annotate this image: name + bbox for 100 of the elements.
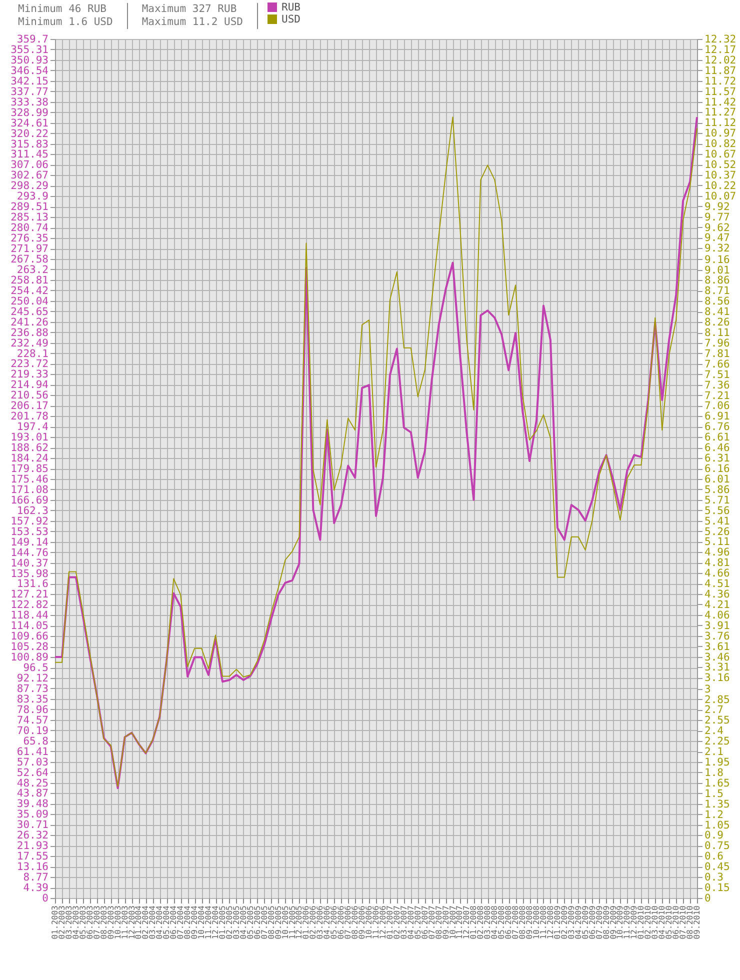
y-tick-label: 188.62 xyxy=(10,442,48,454)
y2-tick-label: 10.22 xyxy=(704,180,736,192)
x-tick-label: 04.2005 xyxy=(238,905,248,940)
y-tick-label: 214.94 xyxy=(10,379,48,392)
y-tick-label: 83.35 xyxy=(16,693,48,706)
x-tick-label: 10.2005 xyxy=(280,905,290,940)
y-tick-label: 109.66 xyxy=(10,630,48,643)
y2-tick-label: 6.91 xyxy=(704,410,730,423)
y2-tick-label: 5.11 xyxy=(704,536,730,548)
x-tick-label: 09.2006 xyxy=(358,905,367,940)
x-tick-label: 09.2005 xyxy=(274,905,283,940)
text: Maximum 327 RUB xyxy=(142,3,258,16)
x-tick-label: 02.2006 xyxy=(308,905,318,940)
x-tick-label: 02.2009 xyxy=(560,905,569,940)
y2-tick-label: 1.65 xyxy=(704,777,730,790)
y2-tick-label: 8.71 xyxy=(704,285,730,298)
x-tick-label: 02.2007 xyxy=(392,905,402,940)
y2-tick-label: 4.21 xyxy=(704,598,730,611)
y2-tick-label: 3.31 xyxy=(704,662,730,674)
x-tick-label: 07.2010 xyxy=(678,905,688,940)
x-tick-label: 04.2010 xyxy=(658,905,667,940)
y2-tick-label: 2.55 xyxy=(704,714,730,727)
y2-tick-label: 9.32 xyxy=(704,242,730,255)
y2-tick-label: 9.01 xyxy=(704,264,730,276)
y-tick-label: 131.6 xyxy=(16,578,48,590)
x-tick-label: 11.2008 xyxy=(538,905,548,940)
y2-tick-label: 4.81 xyxy=(704,557,730,570)
y-tick-label: 39.48 xyxy=(16,798,48,810)
y2-tick-label: 8.41 xyxy=(704,306,730,318)
y2-tick-label: 6.01 xyxy=(704,473,730,486)
y2-tick-label: 7.96 xyxy=(704,337,730,350)
y-tick-label: 184.24 xyxy=(10,452,48,465)
y-tick-label: 157.92 xyxy=(10,515,48,528)
y2-tick-label: 11.72 xyxy=(704,75,736,88)
y-tick-label: 280.74 xyxy=(10,222,48,234)
legend-label: USD xyxy=(282,13,300,26)
y2-tick-label: 8.26 xyxy=(704,316,730,329)
y-tick-label: 70.19 xyxy=(16,724,48,737)
y2-tick-label: 6.46 xyxy=(704,442,730,454)
x-tick-label: 05.2007 xyxy=(413,905,422,940)
y2-tick-label: 0.15 xyxy=(704,882,730,894)
y-tick-label: 175.46 xyxy=(10,473,48,486)
legend-label: RUB xyxy=(282,1,300,14)
x-tick-label: 01.2008 xyxy=(469,905,478,940)
x-tick-label: 05.2009 xyxy=(580,905,590,940)
y-tick-label: 144.76 xyxy=(10,546,48,559)
y-tick-label: 337.77 xyxy=(10,86,48,98)
x-tick-label: 06.2009 xyxy=(588,905,597,940)
x-tick-label: 09.2004 xyxy=(190,905,200,940)
y2-tick-label: 7.36 xyxy=(704,379,730,392)
y2-tick-label: 8.11 xyxy=(704,327,730,340)
x-tick-label: 07.2003 xyxy=(92,905,102,940)
y2-tick-label: 8.56 xyxy=(704,296,730,308)
y2-tick-label: 12.17 xyxy=(704,44,736,56)
x-tick-label: 05.2003 xyxy=(78,905,88,940)
y2-tick-label: 7.81 xyxy=(704,348,730,360)
x-tick-label: 08.2003 xyxy=(99,905,108,940)
y-tick-label: 87.73 xyxy=(16,682,48,695)
x-tick-label: 01.2005 xyxy=(218,905,227,940)
x-tick-label: 05.2010 xyxy=(664,905,674,940)
y-tick-label: 21.93 xyxy=(16,840,48,852)
y-tick-label: 228.1 xyxy=(16,348,48,360)
y-tick-label: 8.77 xyxy=(23,872,48,884)
y2-tick-label: 2.25 xyxy=(704,736,730,748)
y2-tick-label: 6.16 xyxy=(704,463,730,475)
x-tick-label: 06.2004 xyxy=(169,905,178,940)
y-tick-label: 96.5 xyxy=(23,662,48,674)
y2-tick-label: 0.75 xyxy=(704,840,730,852)
y-tick-label: 57.03 xyxy=(16,756,48,768)
y2-tick-label: 11.12 xyxy=(704,117,736,130)
text: Minimum 46 RUB xyxy=(18,3,128,16)
x-tick-label: 05.2006 xyxy=(330,905,339,940)
y-tick-label: 48.25 xyxy=(16,777,48,790)
y-tick-label: 346.54 xyxy=(10,64,48,77)
y2-tick-label: 12.32 xyxy=(704,34,736,46)
x-tick-label: 08.2008 xyxy=(518,905,528,940)
y-tick-label: 328.99 xyxy=(10,106,48,119)
y-tick-label: 114.05 xyxy=(10,620,48,632)
y-tick-label: 333.38 xyxy=(10,96,48,108)
y-tick-label: 355.31 xyxy=(10,44,48,56)
y-tick-label: 258.81 xyxy=(10,274,48,286)
y2-tick-label: 3.61 xyxy=(704,640,730,653)
y2-tick-label: 3 xyxy=(704,683,711,696)
x-tick-label: 02.2005 xyxy=(224,905,234,940)
y-tick-label: 232.49 xyxy=(10,337,48,350)
x-tick-label: 11.2004 xyxy=(204,905,214,940)
y2-tick-label: 9.77 xyxy=(704,211,730,224)
y-tick-label: 100.89 xyxy=(10,652,48,664)
x-tick-label: 01.2007 xyxy=(385,905,394,940)
x-tick-label: 10.2008 xyxy=(532,905,541,940)
y-tick-label: 241.26 xyxy=(10,316,48,328)
y2-tick-label: 5.41 xyxy=(704,515,730,528)
x-tick-label: 06.2008 xyxy=(504,905,514,940)
y2-tick-label: 10.07 xyxy=(704,190,736,202)
x-tick-label: 11.2005 xyxy=(288,905,297,940)
y-tick-label: 105.28 xyxy=(10,641,48,654)
x-tick-label: 10.2003 xyxy=(113,905,122,940)
x-tick-label: 08.2010 xyxy=(686,905,695,940)
x-tick-label: 03.2010 xyxy=(650,905,660,940)
y2-tick-label: 5.56 xyxy=(704,504,730,517)
